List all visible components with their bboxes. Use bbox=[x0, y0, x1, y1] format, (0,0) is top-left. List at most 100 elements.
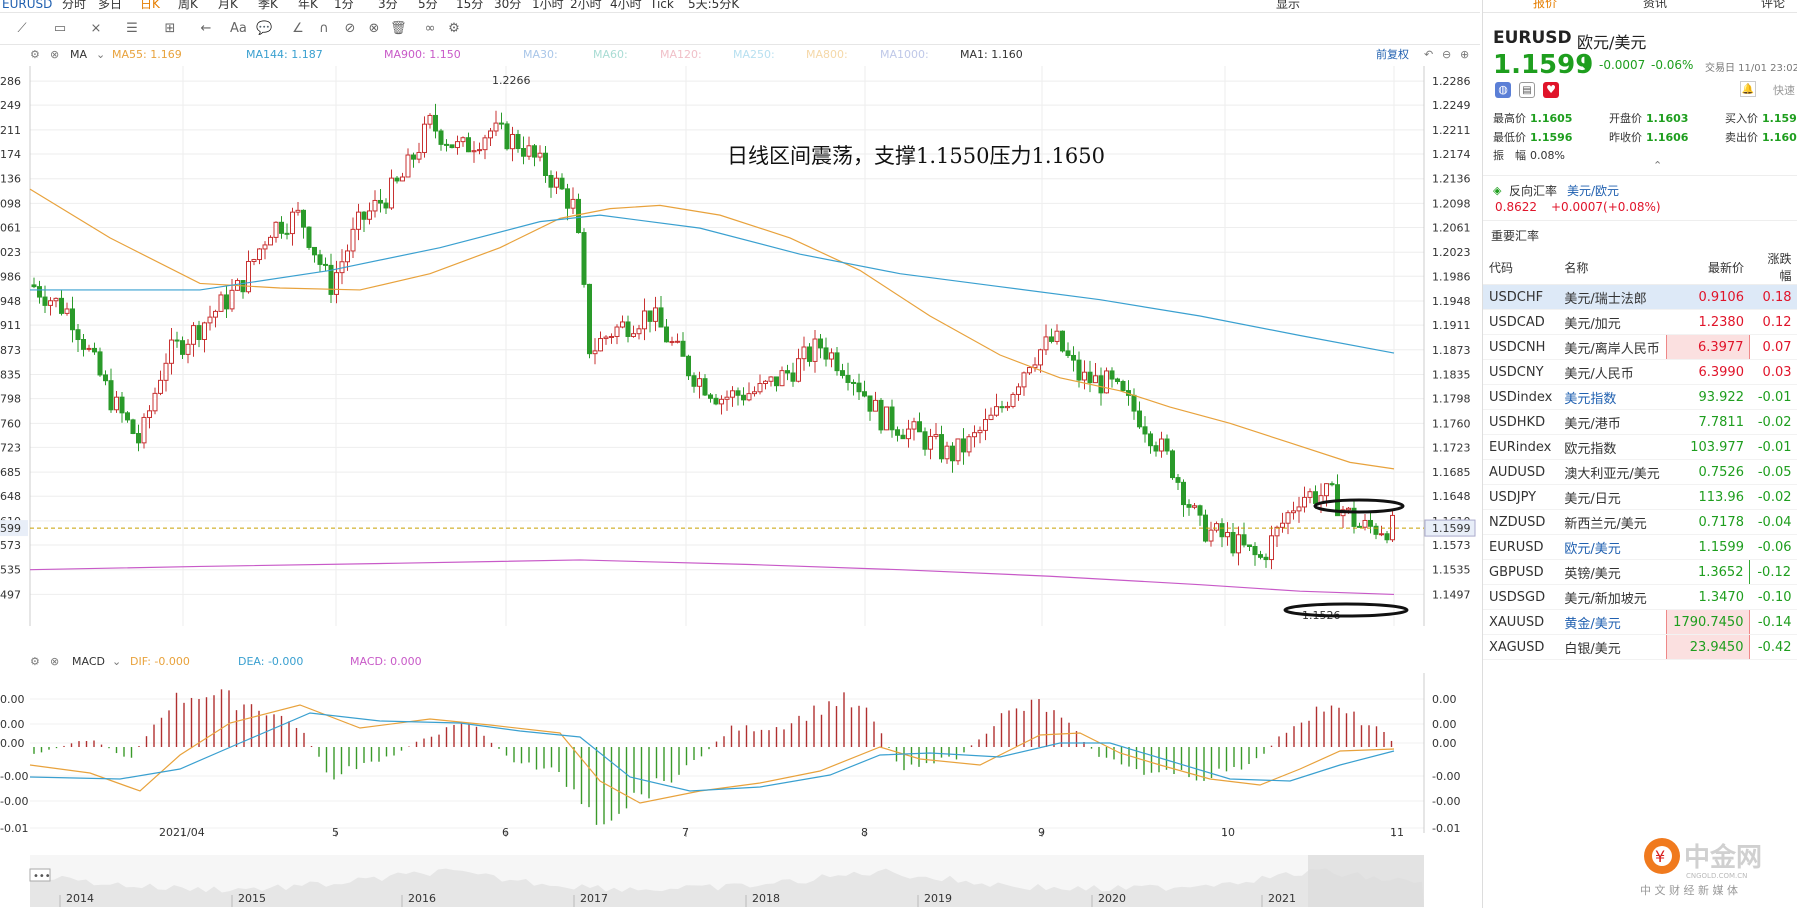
table-row[interactable]: USDSGD 美元/新加坡元 1.3470 -0.10 bbox=[1483, 584, 1797, 610]
period-tab[interactable]: 1小时 bbox=[532, 0, 564, 11]
table-row[interactable]: USDCAD 美元/加元 1.2380 0.12 bbox=[1483, 309, 1797, 335]
year-tick: 2015 bbox=[238, 892, 266, 905]
rate-name: 欧元/美元 bbox=[1558, 534, 1667, 560]
period-tab[interactable]: 季K bbox=[258, 0, 278, 11]
tab-comments[interactable]: 评论 bbox=[1761, 0, 1786, 10]
ma-legend-item[interactable]: MA60: bbox=[593, 48, 628, 61]
candle-body bbox=[262, 244, 268, 250]
overview-window[interactable] bbox=[1308, 855, 1424, 907]
period-tab[interactable]: 多日 bbox=[98, 0, 123, 11]
chevron-down-icon[interactable]: ⌄ bbox=[112, 655, 122, 668]
period-tab[interactable]: 2小时 bbox=[570, 0, 602, 11]
more-icon[interactable] bbox=[29, 868, 51, 882]
symbol-tab[interactable]: EURUSD bbox=[2, 0, 53, 11]
globe-icon[interactable]: ◍ bbox=[1495, 82, 1511, 98]
table-row[interactable]: USDHKD 美元/港币 7.7811 -0.02 bbox=[1483, 409, 1797, 435]
candle-body bbox=[1384, 533, 1390, 541]
period-tab[interactable]: 年K bbox=[298, 0, 318, 11]
table-row[interactable]: EURUSD 欧元/美元 1.1599 -0.06 bbox=[1483, 534, 1797, 560]
fib-tool-icon[interactable]: ☰ bbox=[126, 21, 138, 36]
close-icon[interactable]: ⊗ bbox=[50, 48, 60, 61]
period-tab[interactable]: 分时 bbox=[62, 0, 87, 11]
favorite-icon[interactable]: ♥ bbox=[1543, 82, 1559, 98]
delete-tool-icon[interactable]: 🗑 bbox=[390, 21, 407, 36]
candle-body bbox=[163, 362, 169, 381]
fork-tool-icon[interactable]: ⨯ bbox=[90, 21, 102, 36]
pen-tool-icon[interactable]: ∠ bbox=[292, 21, 304, 36]
undo-icon[interactable]: ↶ bbox=[1424, 48, 1434, 61]
ma-legend-item[interactable]: MA800: bbox=[806, 48, 848, 61]
ma-legend-item[interactable]: MA1000: bbox=[880, 48, 929, 61]
period-tab[interactable]: 月K bbox=[218, 0, 238, 11]
table-row[interactable]: XAGUSD 白银/美元 23.9450 -0.42 bbox=[1483, 634, 1797, 660]
period-tab[interactable]: 1分 bbox=[334, 0, 354, 11]
magnet-tool-icon[interactable]: ∩ bbox=[319, 21, 329, 36]
period-tab[interactable]: Tick bbox=[650, 0, 674, 11]
table-row[interactable]: XAUUSD 黄金/美元 1790.7450 -0.14 bbox=[1483, 609, 1797, 635]
period-tab[interactable]: 30分 bbox=[494, 0, 522, 11]
candle-body bbox=[218, 294, 224, 312]
bell-icon[interactable]: 🔔 bbox=[1740, 81, 1756, 97]
link-tool-icon[interactable]: ∞ bbox=[424, 21, 436, 36]
candle-body bbox=[620, 321, 625, 328]
minus-icon[interactable]: ⊖ bbox=[1442, 48, 1452, 61]
period-tab[interactable]: 5天:5分K bbox=[688, 0, 740, 11]
table-row[interactable]: USDCNY 美元/人民币 6.3990 0.03 bbox=[1483, 359, 1797, 385]
text-tool-icon[interactable]: Aa bbox=[230, 21, 247, 36]
gear-icon[interactable]: ⚙ bbox=[30, 48, 40, 61]
ma-legend-item[interactable]: MA55: 1.169 bbox=[112, 48, 182, 61]
period-tab[interactable]: 3分 bbox=[378, 0, 398, 11]
rect-tool-icon[interactable]: ▭ bbox=[53, 21, 67, 36]
candle-body bbox=[933, 434, 939, 437]
table-row[interactable]: NZDUSD 新西兰元/美元 0.7178 -0.04 bbox=[1483, 509, 1797, 535]
ma-legend-item[interactable]: MA120: bbox=[660, 48, 702, 61]
candle-body bbox=[1296, 506, 1302, 512]
reverse-link[interactable]: 美元/欧元 bbox=[1567, 184, 1620, 198]
macd-label: MACD: 0.000 bbox=[350, 655, 422, 668]
ma55-line bbox=[29, 188, 1395, 470]
table-row[interactable]: USDCHF 美元/瑞士法郎 0.9106 0.18 bbox=[1483, 284, 1797, 310]
table-row[interactable]: USDCNH 美元/离岸人民币 6.3977 0.07 bbox=[1483, 334, 1797, 360]
macd-indicator-name[interactable]: MACD bbox=[72, 655, 105, 668]
ma-legend-item[interactable]: MA144: 1.187 bbox=[246, 48, 323, 61]
table-row[interactable]: EURindex 欧元指数 103.977 -0.01 bbox=[1483, 434, 1797, 460]
macd-chart[interactable]: 0.00 0.00 0.00 0.00 0.00 0.00 -0.00 -0.00 -0.00 -… bbox=[0, 673, 1480, 838]
line-tool-icon[interactable]: ⟋ bbox=[17, 21, 27, 36]
candlestick-chart[interactable]: 1.2286 286 1.2249 249 1.2211 211 1.2174 174 1.21… bbox=[0, 66, 1480, 646]
table-row[interactable]: USDindex 美元指数 93.922 -0.01 bbox=[1483, 384, 1797, 410]
gear-icon[interactable]: ⚙ bbox=[30, 655, 40, 668]
ma-legend-item[interactable]: MA1: 1.160 bbox=[960, 48, 1023, 61]
hide-tool-icon[interactable]: ⊗ bbox=[368, 21, 380, 36]
period-tab[interactable]: 15分 bbox=[456, 0, 484, 11]
table-row[interactable]: AUDUSD 澳大利亚元/美元 0.7526 -0.05 bbox=[1483, 459, 1797, 485]
table-row[interactable]: GBPUSD 英镑/美元 1.3652 -0.12 bbox=[1483, 559, 1797, 585]
period-tab[interactable]: 4小时 bbox=[610, 0, 642, 11]
tab-news[interactable]: 资讯 bbox=[1643, 0, 1668, 10]
rate-price: 6.3977 bbox=[1665, 334, 1751, 360]
collapse-icon[interactable]: ⌃ bbox=[1653, 159, 1663, 172]
display-menu[interactable]: 显示 bbox=[1276, 0, 1301, 11]
left-price-tick: 098 bbox=[0, 197, 21, 210]
comment-tool-icon[interactable]: 💬 bbox=[256, 21, 273, 36]
settings-tool-icon[interactable]: ⚙ bbox=[448, 21, 460, 36]
quick-label[interactable]: 快速 bbox=[1773, 84, 1795, 97]
candle-body bbox=[180, 340, 185, 355]
period-tab[interactable]: 日K bbox=[140, 0, 160, 11]
ma-legend-item[interactable]: MA250: bbox=[733, 48, 775, 61]
adjust-button[interactable]: 前复权 bbox=[1376, 48, 1409, 61]
ma-indicator-name[interactable]: MA bbox=[70, 48, 88, 61]
calendar-icon[interactable]: ▤ bbox=[1519, 82, 1535, 98]
ma-legend-item[interactable]: MA30: bbox=[523, 48, 558, 61]
chevron-down-icon[interactable]: ⌄ bbox=[96, 48, 106, 61]
overview-navigator[interactable]: ••• 2014 2015 2016 2017 2018 2019 2020 2021 bbox=[0, 855, 1480, 908]
close-icon[interactable]: ⊗ bbox=[50, 655, 60, 668]
period-tab[interactable]: 周K bbox=[178, 0, 198, 11]
lock-tool-icon[interactable]: ⊘ bbox=[344, 21, 356, 36]
gann-tool-icon[interactable]: ⊞ bbox=[164, 21, 176, 36]
table-row[interactable]: USDJPY 美元/日元 113.96 -0.02 bbox=[1483, 484, 1797, 510]
period-tab[interactable]: 5分 bbox=[418, 0, 438, 11]
plus-icon[interactable]: ⊕ bbox=[1460, 48, 1470, 61]
ma-legend-item[interactable]: MA900: 1.150 bbox=[384, 48, 461, 61]
tab-quote[interactable]: 报价 bbox=[1533, 0, 1558, 10]
arrow-tool-icon[interactable]: ← bbox=[200, 21, 212, 36]
